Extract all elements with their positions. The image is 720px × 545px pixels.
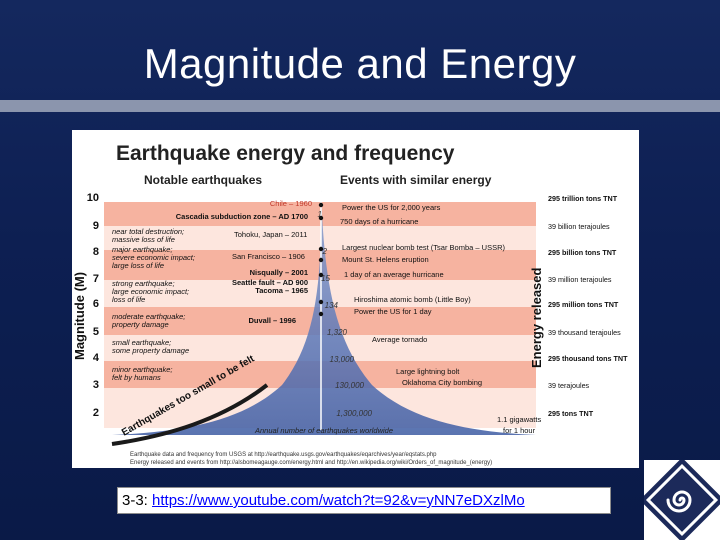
event-marker-dot [318,215,324,221]
too-small-curve [111,383,269,446]
similar-event-label: Largest nuclear bomb test (Tsar Bomba – … [342,243,505,252]
magnitude-label: 3 [93,379,99,391]
notable-earthquake-label: massive loss of life [112,235,175,244]
energy-value-label: 39 billion terajoules [548,222,610,231]
similar-event-label: 1.1 gigawatts [497,415,541,424]
logo-diamond [639,457,720,543]
left-heading: Notable earthquakes [144,173,262,187]
right-axis-label: Energy released [529,267,544,368]
notable-earthquake-label: Chile – 1960 [270,199,312,208]
event-marker-dot [318,299,324,305]
energy-value-label: 295 trillion tons TNT [548,194,618,203]
annual-count-value: 134 [325,301,339,310]
annual-count-value: 1 [318,210,322,219]
notable-earthquake-label: large loss of life [112,261,164,270]
similar-event-label: Large lightning bolt [396,367,460,376]
event-marker-dot [318,257,324,263]
magnitude-label: 9 [93,220,99,232]
title-divider [0,100,720,112]
magnitude-label: 8 [93,246,99,258]
magnitude-label: 10 [87,192,99,204]
annual-count-value: 1,320 [327,328,348,337]
similar-event-label: Mount St. Helens eruption [342,255,429,264]
similar-event-label: 1 day of an average hurricane [344,270,444,279]
magnitude-labels: 10 9 8 7 6 5 4 3 2 [87,192,100,419]
earthquake-diagram: Earthquake energy and frequency Notable … [72,130,639,468]
notable-earthquake-label: strong earthquake; [112,279,175,288]
notable-earthquake-label: property damage [111,320,169,329]
magnitude-label: 4 [93,352,100,364]
notable-earthquake-label: loss of life [112,295,145,304]
event-marker-dot [318,202,324,208]
logo-spiral [666,490,692,513]
energy-value-label: 295 tons TNT [548,409,594,418]
notable-earthquake-label: Nisqually – 2001 [250,268,308,277]
similar-event-label: Hiroshima atomic bomb (Little Boy) [354,295,471,304]
annual-count-value: 15 [321,274,330,283]
slide-title: Magnitude and Energy [143,40,577,87]
annual-count-value: 13,000 [330,355,355,364]
notable-earthquakes: Chile – 1960 Cascadia subduction zone – A… [111,199,312,382]
notable-earthquake-label: minor earthquake; [112,365,172,374]
event-marker-dot [318,272,324,278]
notable-earthquake-label: San Francisco – 1906 [232,252,305,261]
energy-value-label: 295 million tons TNT [548,300,619,309]
notable-earthquake-label: large economic impact; [112,287,189,296]
y-axis-label: Magnitude (M) [72,272,87,360]
similar-event-label: Oklahoma City bombing [402,378,482,387]
notable-earthquake-label: Tohoku, Japan – 2011 [234,230,307,239]
notable-earthquake-label: moderate earthquake; [112,312,185,321]
energy-value-label: 39 terajoules [548,381,590,390]
video-caption: 3-3: https://www.youtube.com/watch?t=92&… [117,487,611,514]
notable-earthquake-label: Seattle fault – AD 900 [232,278,308,287]
energy-value-label: 295 thousand tons TNT [548,354,628,363]
magnitude-label: 5 [93,326,99,338]
similar-event-label: Average tornado [372,335,427,344]
energy-values: 295 trillion tons TNT 39 billion terajoul… [548,194,628,418]
magnitude-label: 7 [93,273,99,285]
magnitude-label: 2 [93,407,99,419]
energy-value-label: 39 thousand terajoules [548,328,621,337]
logo-diamond-outline [645,463,719,537]
notable-earthquake-label: severe economic impact; [112,253,195,262]
diagram-title: Earthquake energy and frequency [116,142,455,165]
annual-count-value: 2 [322,247,328,256]
similar-event-label: Power the US for 1 day [354,307,432,316]
event-marker-dot [318,311,324,317]
energy-value-label: 39 million terajoules [548,275,612,284]
band-m8 [104,226,536,250]
frequency-cone [112,190,536,435]
annual-count-label: Annual number of earthquakes worldwide [254,426,393,435]
caption-prefix: 3-3: [122,492,153,509]
similar-event-label: 750 days of a hurricane [340,217,418,226]
notable-earthquake-label: felt by humans [112,373,161,382]
notable-earthquake-label: small earthquake; [112,338,171,347]
band-m10 [104,190,536,202]
annual-count-value: 130,000 [335,381,364,390]
notable-earthquake-label: some property damage [112,346,189,355]
similar-events: Power the US for 2,000 years 750 days of … [340,203,541,435]
notable-earthquake-label: Tacoma – 1965 [255,286,308,295]
similar-event-label: for 1 hour [503,426,536,435]
source-line-1: Earthquake data and frequency from USGS … [130,452,437,458]
video-link[interactable]: https://www.youtube.com/watch?t=92&v=yNN… [152,492,525,509]
notable-earthquake-label: near total destruction; [112,227,184,236]
annual-count-value: 1,300,000 [336,409,372,418]
annual-counts: 1 2 15 134 1,320 13,000 130,000 1,300,000 [318,210,373,418]
event-marker-dot [318,246,324,252]
notable-earthquake-label: major earthquake; [112,245,172,254]
notable-earthquake-label: Duvall – 1996 [248,316,296,325]
source-line-2: Energy released and events from http://a… [130,460,492,466]
spiral-logo-icon [639,457,720,543]
right-heading: Events with similar energy [340,173,492,187]
magnitude-label: 6 [93,298,99,310]
energy-value-label: 295 billion tons TNT [548,248,617,257]
notable-earthquake-label: Cascadia subduction zone – AD 1700 [176,212,308,221]
similar-event-label: Power the US for 2,000 years [342,203,441,212]
